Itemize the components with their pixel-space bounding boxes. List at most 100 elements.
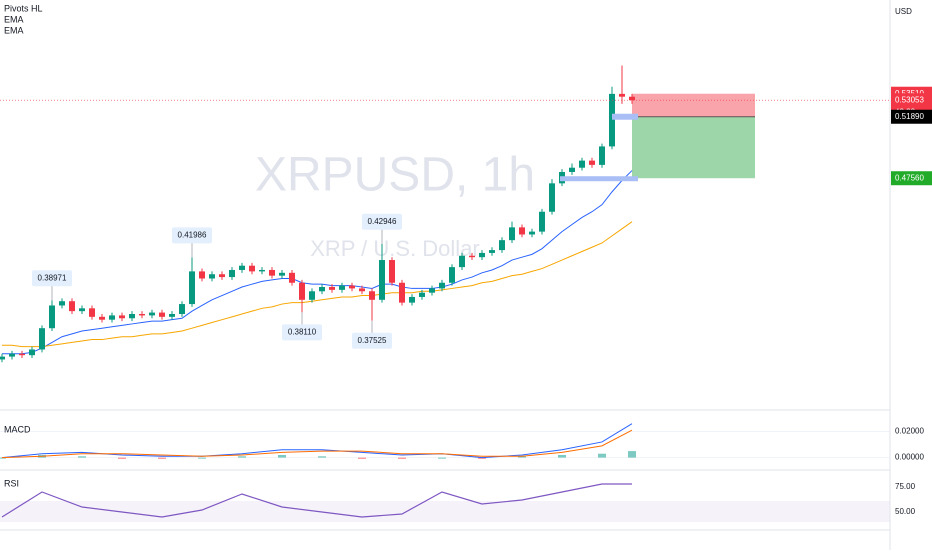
target-tag: 0.47560 [895, 173, 924, 182]
rsi-title: RSI [4, 478, 19, 488]
candle-body [119, 315, 125, 319]
candle-body [389, 260, 395, 283]
candle-body [369, 291, 375, 300]
indicator-label: EMA [4, 14, 24, 24]
candle-body [409, 296, 415, 303]
macd-histogram-bar [358, 457, 366, 459]
candle-body [249, 265, 255, 272]
candle-body [329, 287, 335, 290]
candle-body [529, 231, 535, 235]
candle-body [459, 255, 465, 268]
macd-histogram-bar [158, 457, 166, 459]
candle-body [489, 250, 495, 253]
candle-body [159, 312, 165, 317]
candle-body [499, 240, 505, 251]
rsi-tick-label: 50.00 [895, 507, 916, 516]
macd-histogram-bar [318, 456, 326, 458]
pivot-low-label: 0.38110 [288, 328, 317, 337]
candle-body [439, 282, 445, 289]
candle-body [49, 305, 55, 329]
pivot-high-label: 0.38971 [38, 273, 67, 282]
pivot-low-label: 0.37525 [358, 336, 387, 345]
candle-body [589, 160, 595, 165]
candle-body [469, 255, 475, 258]
candle-body [59, 301, 65, 306]
macd-tick-label: 0.02000 [895, 427, 924, 436]
currency-label: USD [895, 7, 912, 16]
pivot-high-box [362, 213, 402, 230]
candle-body [129, 313, 135, 319]
candle-body [479, 252, 485, 258]
candle-body [179, 304, 185, 314]
candle-body [99, 316, 105, 320]
macd-histogram-bar [598, 453, 606, 458]
grid-layer [0, 431, 890, 522]
macd-signal-line [1, 429, 633, 459]
macd-histogram-bar [628, 451, 636, 458]
entry-tag: 0.51890 [895, 112, 924, 121]
candle-body [169, 313, 175, 317]
candle-body [359, 288, 365, 292]
pivot-low-box [352, 332, 392, 349]
macd-title: MACD [4, 424, 31, 434]
candle-body [39, 328, 45, 350]
candle-body [599, 146, 605, 165]
macd-histogram-bar [78, 456, 86, 458]
candle-body [209, 274, 215, 279]
macd-histogram-bar [518, 456, 526, 458]
target-handle [560, 176, 638, 182]
candle-body [0, 356, 5, 360]
ema-line [2, 221, 633, 348]
rsi-band [0, 501, 890, 522]
candle-body [399, 282, 405, 303]
candle-body [349, 285, 355, 289]
pivot-high-label: 0.42946 [368, 217, 397, 226]
target-zone [632, 116, 755, 179]
candle-body [309, 291, 315, 300]
last-price-tag-bg [891, 93, 932, 108]
stop-zone [632, 93, 755, 117]
candle-body [519, 227, 525, 235]
candle-body [19, 353, 25, 356]
candle-body [319, 287, 325, 292]
pivot-high-box [32, 270, 72, 287]
macd-histogram-bar [198, 457, 206, 459]
candle-body [9, 353, 15, 357]
indicator-label: EMA [4, 25, 24, 35]
entry-handle [612, 113, 638, 120]
macd-histogram-bar [438, 457, 446, 459]
candle-body [379, 260, 385, 300]
macd-macd-line [1, 423, 633, 459]
candle-body [149, 312, 155, 316]
candle-body [69, 301, 75, 312]
axis-layer: 0.535100.5305343:230.518900.475600.02000… [891, 86, 932, 516]
rsi-tick-label: 75.00 [895, 482, 916, 491]
candle-body [89, 308, 95, 317]
candle-body [419, 292, 425, 297]
entry-tag-bg [891, 109, 932, 124]
candle-body [549, 183, 555, 212]
macd-tick-label: 0.00000 [895, 453, 924, 462]
plot-layer: 0.38971 0.41986 0.42946 0.38110 0.37525 [0, 65, 890, 518]
candle-body [539, 211, 545, 232]
candle-body [139, 313, 145, 316]
candle-body [509, 227, 515, 241]
candle-body [289, 272, 295, 283]
candle-body [429, 288, 435, 293]
candle-body [449, 267, 455, 283]
indicator-label: Pivots HL [4, 3, 43, 13]
candle-body [279, 272, 285, 276]
pivot-high-box [172, 227, 212, 244]
candle-body [199, 271, 205, 279]
candle-body [239, 265, 245, 270]
watermark-description: XRP / U.S. Dollar [310, 236, 480, 261]
candle-body [579, 160, 585, 168]
price-scale-bg [890, 0, 932, 550]
pivot-high-label: 0.41986 [178, 230, 207, 239]
candle-body [29, 349, 35, 356]
candle-body [109, 315, 115, 320]
candle-body [269, 269, 275, 276]
macd-histogram-bar [398, 457, 406, 459]
macd-histogram-bar [558, 455, 566, 458]
